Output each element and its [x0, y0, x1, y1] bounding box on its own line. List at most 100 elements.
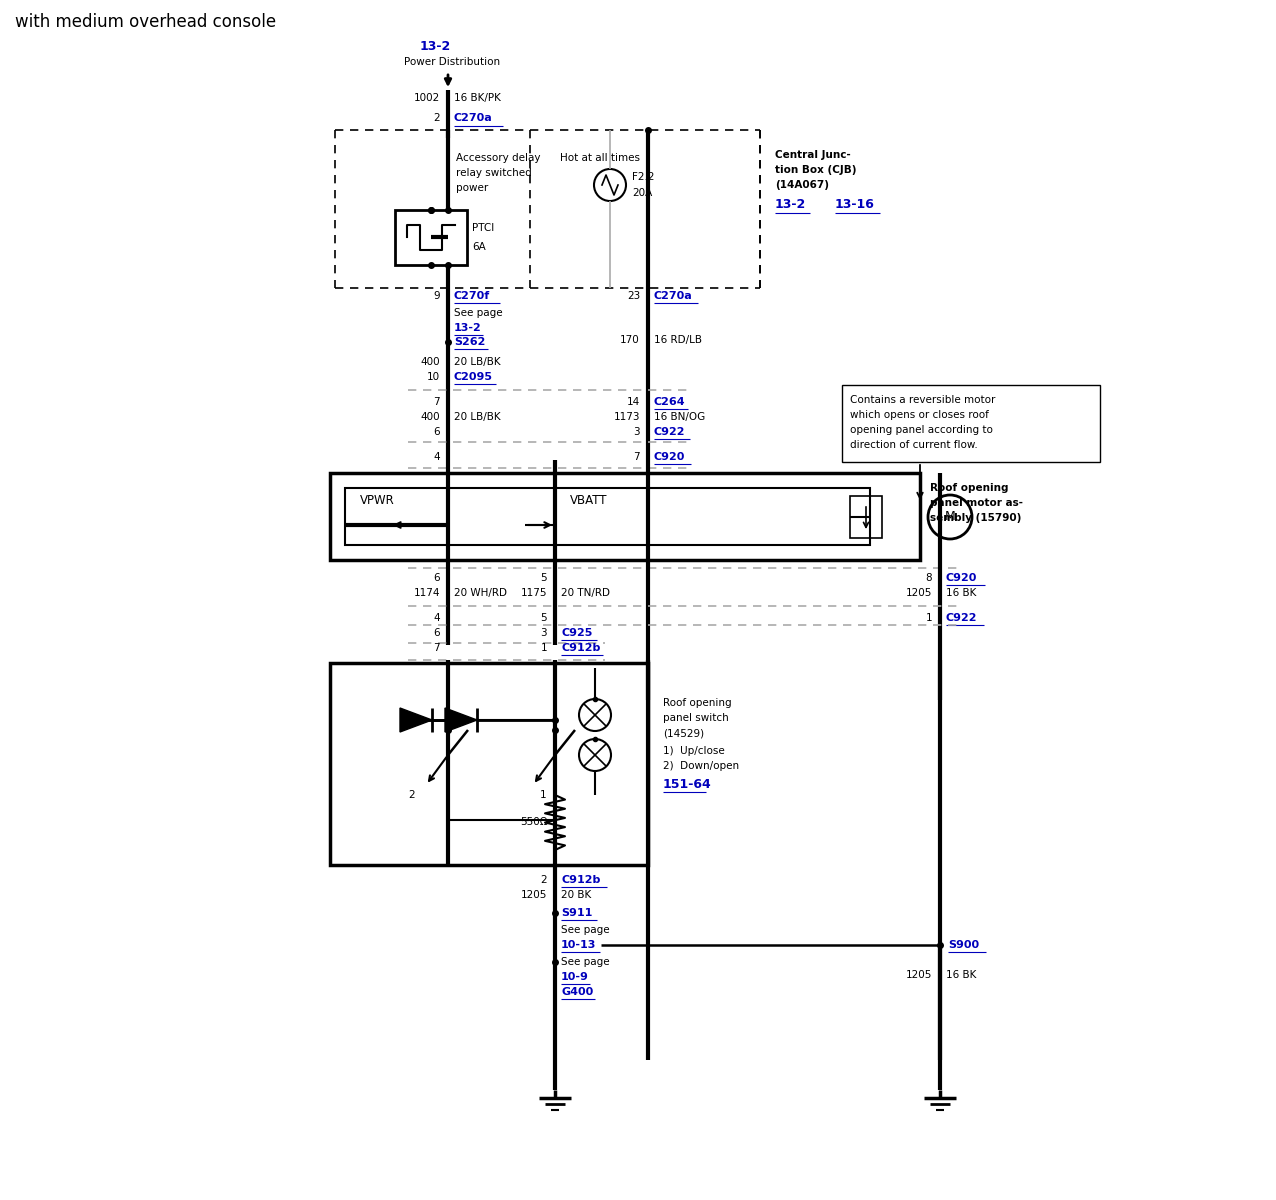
Text: C912b: C912b: [561, 875, 601, 886]
Text: direction of current flow.: direction of current flow.: [850, 440, 977, 450]
Text: 9: 9: [434, 290, 440, 301]
Text: See page: See page: [454, 308, 503, 318]
Text: 400: 400: [420, 358, 440, 367]
Text: PTCI: PTCI: [472, 223, 494, 233]
Text: C270a: C270a: [655, 290, 693, 301]
Text: C922: C922: [946, 613, 977, 623]
Text: 23: 23: [627, 290, 641, 301]
Text: Power Distribution: Power Distribution: [404, 56, 500, 67]
Text: 20A: 20A: [632, 188, 652, 198]
Text: 14: 14: [627, 397, 641, 407]
Text: 6: 6: [434, 628, 440, 638]
Text: C2095: C2095: [454, 372, 493, 382]
Bar: [330, 662, 648, 865]
Text: 3: 3: [540, 628, 547, 638]
Text: 13-2: 13-2: [454, 323, 482, 332]
Text: 16 BN/OG: 16 BN/OG: [655, 412, 706, 422]
Text: 4: 4: [434, 452, 440, 462]
Bar: [330, 473, 920, 560]
Text: VPWR: VPWR: [360, 493, 394, 506]
Text: 16 RD/LB: 16 RD/LB: [655, 335, 702, 346]
Text: C920: C920: [946, 572, 977, 583]
Text: 151-64: 151-64: [664, 779, 712, 792]
Text: Hot at all times: Hot at all times: [560, 152, 641, 163]
Text: 1205: 1205: [521, 890, 547, 900]
Text: 16 BK/PK: 16 BK/PK: [454, 92, 501, 103]
Text: 7: 7: [434, 643, 440, 653]
Text: 1175: 1175: [521, 588, 547, 598]
Text: 7: 7: [434, 397, 440, 407]
Text: S911: S911: [561, 908, 592, 918]
Text: 20 WH/RD: 20 WH/RD: [454, 588, 507, 598]
Polygon shape: [399, 708, 433, 732]
Text: 2: 2: [540, 875, 547, 886]
Bar: [396, 210, 467, 265]
Text: 16 BK: 16 BK: [946, 588, 976, 598]
Text: 8: 8: [925, 572, 931, 583]
Text: C920: C920: [655, 452, 685, 462]
Polygon shape: [445, 708, 477, 732]
Text: 10-13: 10-13: [561, 940, 596, 950]
Text: C925: C925: [561, 628, 592, 638]
Text: C270f: C270f: [454, 290, 490, 301]
Text: 170: 170: [620, 335, 641, 346]
Text: 6A: 6A: [472, 242, 486, 252]
Text: 13-2: 13-2: [775, 198, 806, 211]
Text: S262: S262: [454, 337, 485, 347]
Text: 16 BK: 16 BK: [946, 970, 976, 980]
Text: 1205: 1205: [906, 588, 931, 598]
Text: opening panel according to: opening panel according to: [850, 425, 993, 434]
Text: 2)  Down/open: 2) Down/open: [664, 761, 739, 770]
Text: 1: 1: [540, 790, 546, 800]
Text: Accessory delay: Accessory delay: [456, 152, 541, 163]
Text: 3: 3: [633, 427, 641, 437]
Text: Contains a reversible motor: Contains a reversible motor: [850, 395, 995, 404]
Text: 20 LB/BK: 20 LB/BK: [454, 358, 500, 367]
Text: 6: 6: [434, 572, 440, 583]
Text: (14529): (14529): [664, 728, 704, 738]
Text: 1: 1: [925, 613, 931, 623]
Text: power: power: [456, 182, 489, 193]
Text: 1173: 1173: [614, 412, 641, 422]
Text: 20 LB/BK: 20 LB/BK: [454, 412, 500, 422]
Text: G400: G400: [561, 986, 593, 997]
Text: 1: 1: [540, 643, 547, 653]
Text: 1174: 1174: [413, 588, 440, 598]
Text: 5: 5: [540, 572, 547, 583]
Bar: [850, 496, 882, 538]
Text: which opens or closes roof: which opens or closes roof: [850, 410, 989, 420]
Text: 7: 7: [633, 452, 641, 462]
Text: Central Junc-: Central Junc-: [775, 150, 851, 160]
Text: 13-2: 13-2: [420, 41, 452, 54]
Text: 20 BK: 20 BK: [561, 890, 591, 900]
Text: Roof opening: Roof opening: [930, 482, 1008, 493]
Text: M: M: [944, 510, 956, 523]
Text: sembly (15790): sembly (15790): [930, 514, 1021, 523]
Text: F2.2: F2.2: [632, 172, 655, 182]
Bar: [842, 385, 1100, 462]
Text: 400: 400: [420, 412, 440, 422]
Text: 2: 2: [408, 790, 415, 800]
Text: 10: 10: [427, 372, 440, 382]
Text: C922: C922: [655, 427, 685, 437]
Text: 1205: 1205: [906, 970, 931, 980]
Text: panel motor as-: panel motor as-: [930, 498, 1023, 508]
Text: tion Box (CJB): tion Box (CJB): [775, 164, 856, 175]
Text: relay switched: relay switched: [456, 168, 532, 178]
Text: 13-16: 13-16: [835, 198, 875, 211]
Text: (14A067): (14A067): [775, 180, 829, 190]
Text: S900: S900: [948, 940, 979, 950]
Text: C270a: C270a: [454, 113, 493, 122]
Text: 10-9: 10-9: [561, 972, 590, 982]
Text: Roof opening: Roof opening: [664, 698, 731, 708]
Text: C912b: C912b: [561, 643, 601, 653]
Bar: [345, 488, 870, 545]
Text: 20 TN/RD: 20 TN/RD: [561, 588, 610, 598]
Text: 5: 5: [540, 613, 547, 623]
Text: with medium overhead console: with medium overhead console: [15, 13, 276, 31]
Text: 2: 2: [434, 113, 440, 122]
Text: 550Ω: 550Ω: [521, 817, 547, 827]
Text: 6: 6: [434, 427, 440, 437]
Text: VBATT: VBATT: [570, 493, 607, 506]
Text: 4: 4: [434, 613, 440, 623]
